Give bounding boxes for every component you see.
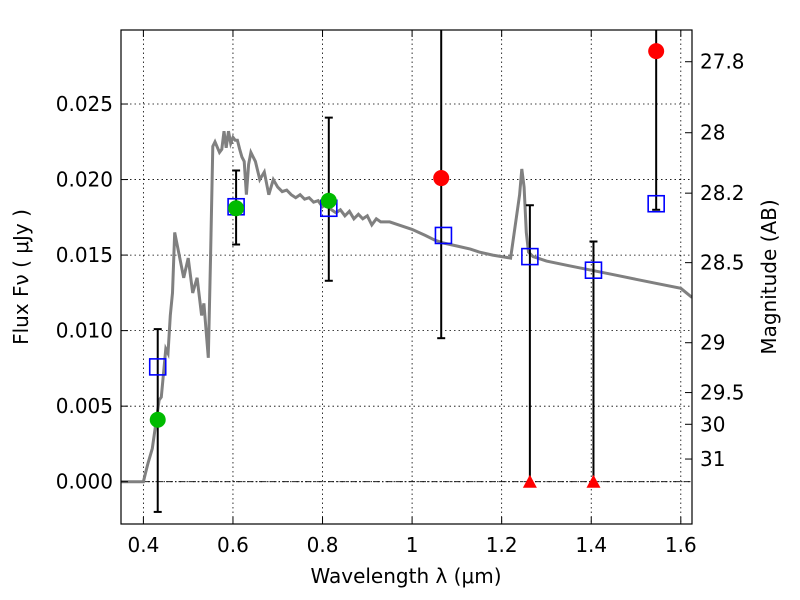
model-flux-square bbox=[584, 261, 603, 280]
y-tick-label: 0.020 bbox=[56, 168, 113, 192]
right-axis-title: Magnitude (AB) bbox=[757, 199, 781, 354]
y-axis-title: Flux Fν ( μJy ) bbox=[9, 209, 33, 345]
x-tick-label: 0.8 bbox=[307, 533, 339, 557]
right-tick-label: 27.8 bbox=[700, 50, 745, 74]
model-flux-square bbox=[521, 247, 539, 266]
right-tick-label: 29 bbox=[700, 331, 725, 355]
y-tick-label: 0.015 bbox=[56, 243, 113, 267]
model-flux-square bbox=[148, 358, 167, 376]
grid-lines bbox=[121, 30, 692, 524]
x-axis-ticks: 0.4 0.6 0.8 1 1.2 1.4 1.6 bbox=[127, 30, 697, 557]
right-tick-label: 31 bbox=[700, 447, 725, 471]
x-tick-label: 0.6 bbox=[217, 533, 249, 557]
model-flux-square bbox=[434, 226, 453, 245]
right-axis-ticks: 27.8 28 28.2 28.5 29 29.5 30 31 bbox=[685, 50, 745, 471]
template-spectrum-line bbox=[121, 130, 692, 484]
x-tick-label: 0.4 bbox=[127, 533, 159, 557]
plot-frame bbox=[120, 29, 693, 525]
y-tick-label: 0.000 bbox=[56, 470, 113, 494]
observed-flux-points bbox=[149, 43, 665, 428]
x-tick-label: 1.6 bbox=[665, 533, 697, 557]
x-tick-label: 1.4 bbox=[575, 533, 607, 557]
error-bars bbox=[153, 30, 661, 513]
observed-flux-point bbox=[648, 43, 665, 60]
model-flux-squares bbox=[148, 194, 665, 376]
observed-flux-point bbox=[320, 192, 337, 209]
right-tick-label: 29.5 bbox=[700, 381, 745, 405]
observed-flux-point bbox=[433, 170, 450, 187]
right-tick-label: 28 bbox=[700, 121, 725, 145]
y-tick-label: 0.010 bbox=[56, 319, 113, 343]
observed-flux-point bbox=[149, 411, 166, 428]
y-tick-label: 0.025 bbox=[56, 92, 113, 116]
right-tick-label: 28.5 bbox=[700, 251, 745, 275]
x-tick-label: 1.2 bbox=[486, 533, 518, 557]
upper-limit-marker bbox=[522, 474, 537, 488]
y-tick-label: 0.005 bbox=[56, 394, 113, 418]
model-flux-square bbox=[647, 194, 665, 213]
upper-limit-markers bbox=[522, 474, 601, 488]
observed-flux-point bbox=[228, 200, 245, 217]
right-tick-label: 28.2 bbox=[700, 181, 745, 205]
y-axis-ticks: 0.000 0.005 0.010 0.015 0.020 0.025 bbox=[56, 92, 128, 494]
x-axis-title: Wavelength λ (μm) bbox=[310, 564, 501, 588]
x-tick-label: 1 bbox=[406, 533, 419, 557]
upper-limit-marker bbox=[586, 474, 601, 488]
right-tick-label: 30 bbox=[700, 412, 725, 436]
